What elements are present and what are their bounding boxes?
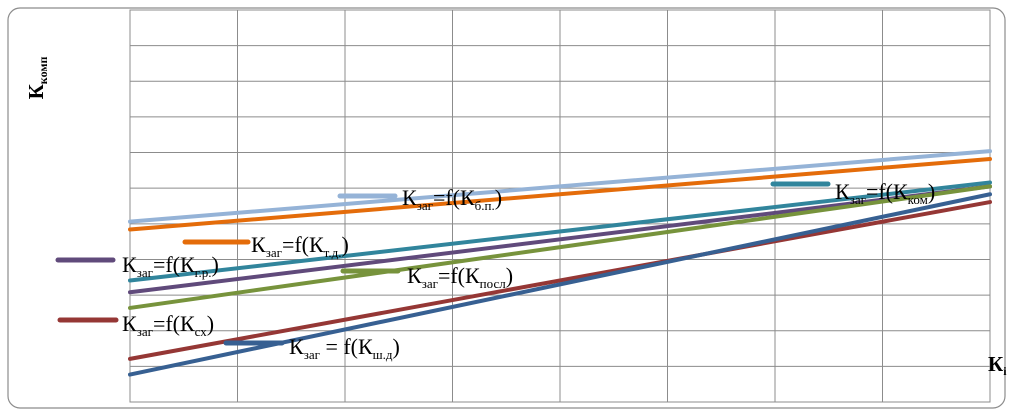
series-label-part: К: [122, 252, 137, 277]
series-label-part: ): [495, 185, 502, 210]
series-label-part: заг: [137, 324, 153, 339]
series-label-part: заг: [137, 265, 153, 280]
series-label-part: т.д.: [324, 245, 342, 260]
series-line-бп: [128, 149, 992, 224]
series-label-part: =f(К: [438, 263, 480, 288]
y-axis-label-main: К: [24, 83, 48, 99]
x-axis-label-main: К: [988, 352, 1004, 376]
series-label-посл: Кзаг=f(Кпосл): [407, 263, 513, 291]
series-label-part: К: [835, 179, 850, 204]
series-label-сх: Кзаг=f(Ксх): [122, 311, 214, 339]
series-label-part: ): [928, 179, 935, 204]
series-label-part: сх: [195, 324, 208, 339]
x-axis-label: Кi: [988, 352, 1007, 378]
series-label-part: К: [402, 185, 417, 210]
series-label-part: К: [407, 263, 422, 288]
series-label-part: б.п.: [475, 198, 495, 213]
series-line-тд: [128, 156, 992, 232]
series-line-посл: [128, 184, 992, 310]
series-label-гр: Кзаг=f(Кг.р.): [122, 252, 219, 280]
series-label-part: ): [207, 311, 214, 336]
x-axis-label-sub: i: [1003, 364, 1007, 378]
series-label-part: =f(К: [433, 185, 475, 210]
series-line-гр: [128, 184, 992, 295]
series-label-part: ком: [908, 192, 928, 207]
series-label-ком: Кзаг=f(Кком): [835, 179, 935, 207]
series-label-part: ): [212, 252, 219, 277]
series-label-part: посл: [480, 276, 507, 291]
series-label-part: =f(К: [866, 179, 908, 204]
series-label-part: заг: [422, 276, 438, 291]
series-label-part: заг: [417, 198, 433, 213]
label-layer: Кзаг=f(Кб.п.)Кзаг=f(Кт.д.)Кзаг=f(Кком)Кз…: [55, 179, 935, 362]
series-label-part: =f(К: [153, 252, 195, 277]
series-label-тд: Кзаг=f(Кт.д.): [251, 232, 349, 260]
series-label-part: заг: [266, 245, 282, 260]
series-label-part: К: [289, 334, 304, 359]
series-label-part: = f(К: [320, 334, 373, 359]
y-axis-label: Ккомп: [24, 56, 50, 99]
series-line-сх: [128, 200, 992, 361]
y-axis-label-sub: комп: [36, 56, 50, 84]
series-label-part: ): [506, 263, 513, 288]
series-label-шд: Кзаг = f(Кш.д): [289, 334, 400, 362]
series-label-part: =f(К: [153, 311, 195, 336]
series-label-part: ш.д: [373, 347, 393, 362]
series-line-ком: [128, 180, 992, 283]
series-label-part: ): [393, 334, 400, 359]
grid-lines: [130, 10, 990, 402]
series-label-part: заг: [850, 192, 866, 207]
series-label-part: К: [122, 311, 137, 336]
series-label-part: =f(К: [282, 232, 324, 257]
series-label-part: К: [251, 232, 266, 257]
series-label-part: г.р.: [195, 265, 212, 280]
series-label-part: ): [342, 232, 349, 257]
series-label-part: заг: [304, 347, 320, 362]
series-label-бп: Кзаг=f(Кб.п.): [402, 185, 502, 213]
